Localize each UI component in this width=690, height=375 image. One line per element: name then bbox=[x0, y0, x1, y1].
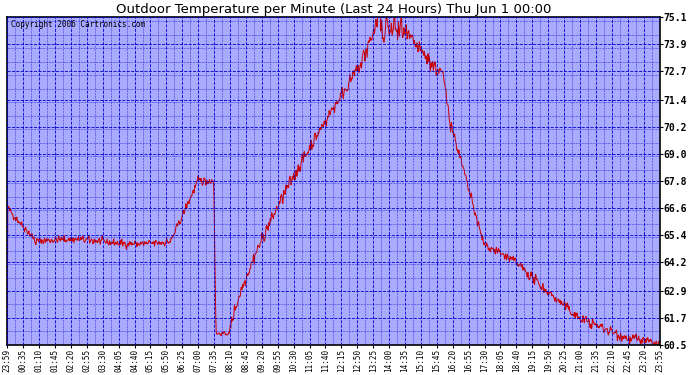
Text: Copyright 2006 Cartronics.com: Copyright 2006 Cartronics.com bbox=[10, 20, 145, 29]
Title: Outdoor Temperature per Minute (Last 24 Hours) Thu Jun 1 00:00: Outdoor Temperature per Minute (Last 24 … bbox=[116, 3, 551, 16]
